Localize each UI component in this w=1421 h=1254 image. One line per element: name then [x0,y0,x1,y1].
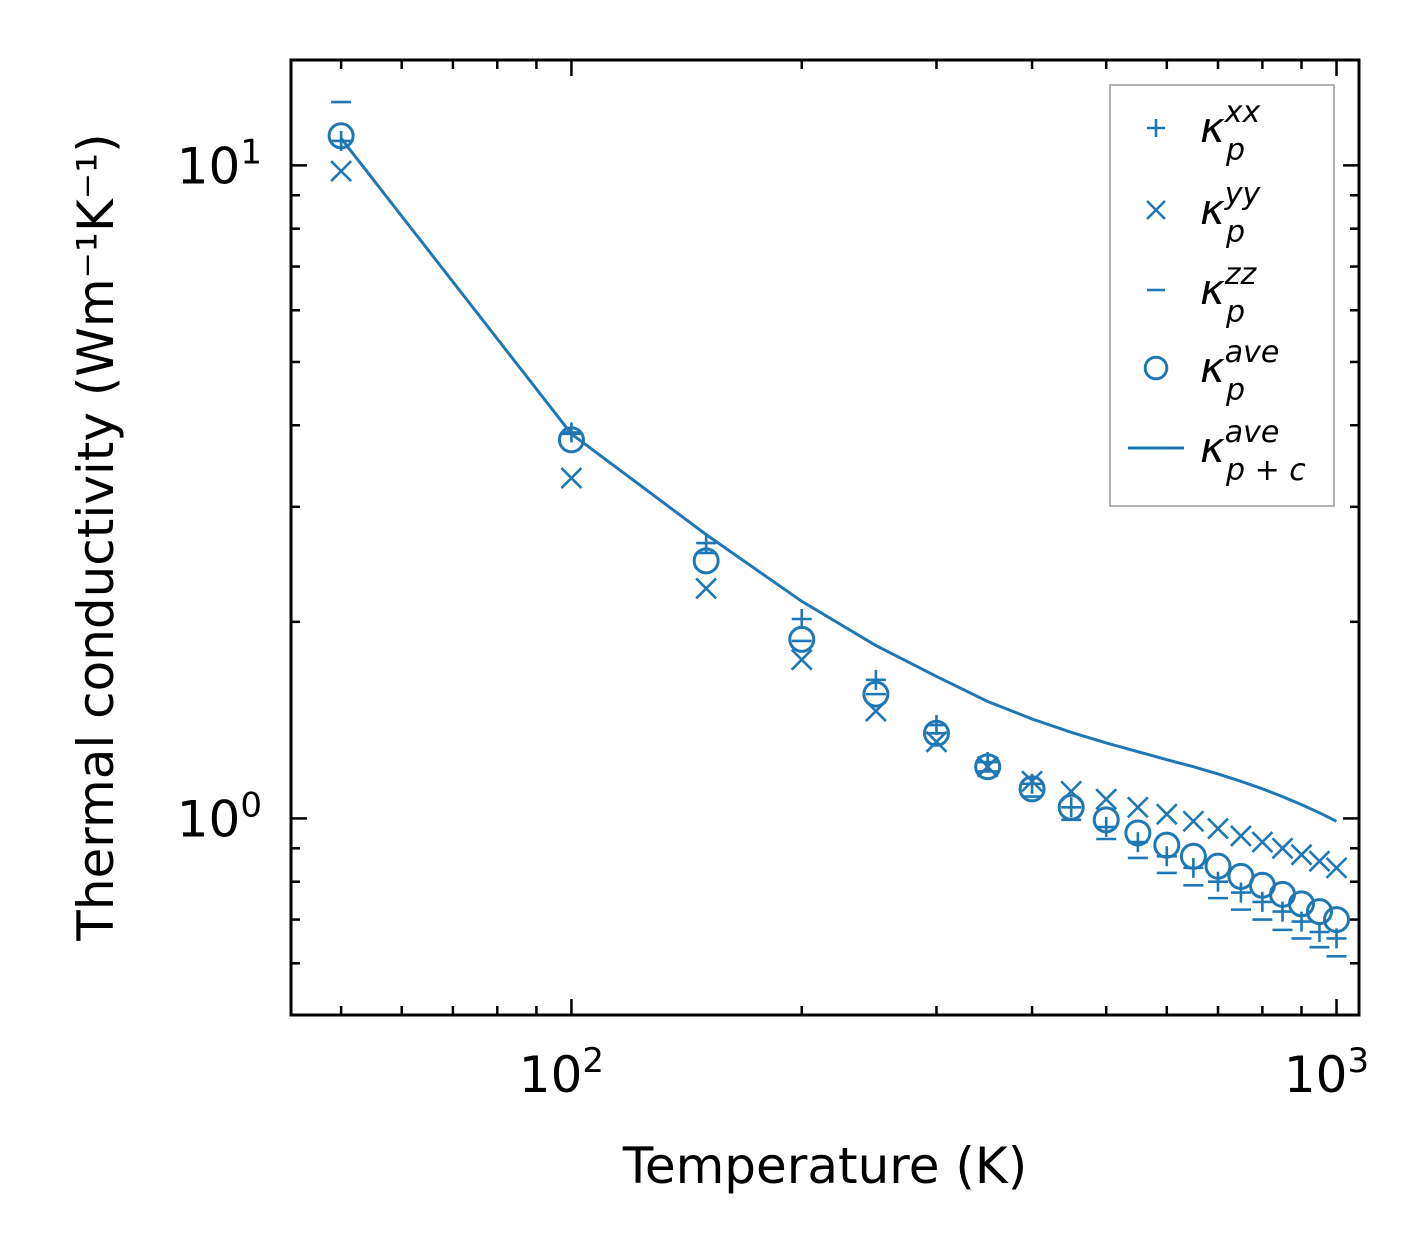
y-axis-label: Thermal conductivity (Wm⁻¹K⁻¹) [67,133,125,941]
point-yy [1021,770,1043,793]
point-ave [1323,906,1351,934]
legend-label-xx: κxx p [1200,95,1261,168]
point-yy [1230,825,1252,847]
point-ave [1153,831,1181,859]
point-ave [1057,793,1085,821]
point-ave [788,625,816,653]
point-xx [1252,891,1273,912]
point-yy [925,730,948,753]
point-yy [695,577,718,600]
point-ave [974,753,1002,781]
point-yy [560,467,583,490]
legend-label-zz: κzz p [1200,257,1258,330]
legend-marker-xx [1147,119,1165,137]
point-yy [1207,817,1229,840]
legend-marker-ave [1143,355,1169,381]
point-yy [1126,796,1149,819]
point-ave [1204,852,1232,880]
legend-label-ave: κave p [1200,335,1279,408]
point-yy [1182,810,1205,833]
point-ave [692,547,720,575]
point-ave [1124,819,1152,847]
x-tick-label: 102 [519,1041,604,1104]
point-ave [1288,890,1316,918]
point-xx [1208,871,1228,892]
point-yy [790,648,813,671]
point-xx [791,609,812,630]
point-yy [1095,788,1118,811]
point-xx [1061,797,1082,818]
point-xx [1230,882,1251,903]
legend-box [1109,84,1335,507]
x-tick-label: 103 [1284,1041,1369,1104]
point-yy [1155,803,1178,826]
point-xx [1309,921,1330,942]
series-line-ave_total [339,137,1338,823]
point-ave [1179,842,1207,870]
point-xx [865,669,886,690]
point-ave [1018,775,1046,803]
point-yy [1290,843,1313,866]
point-yy [330,160,353,183]
axes-layer: 102 103 100 101 [177,58,1369,1104]
legend-label-ave_total: κave p + c [1200,415,1306,488]
point-ave [922,719,950,747]
x-axis-label: Temperature (K) [622,1137,1027,1195]
point-yy [1251,831,1274,853]
series-layer [327,100,1351,958]
point-yy [1308,850,1331,873]
plot-frame [289,58,1361,1017]
point-xx [1096,817,1117,838]
legend-marker-yy [1146,200,1166,220]
point-yy [1325,856,1348,879]
y-tick-label: 100 [177,785,262,848]
point-yy [976,755,999,778]
point-ave [557,426,585,454]
point-ave [1305,898,1333,926]
legend-label-yy: κyy p [1200,177,1262,250]
point-ave [327,122,355,150]
y-tick-label: 101 [177,132,262,195]
point-ave [1092,806,1120,834]
point-ave [862,680,890,708]
point-yy [1271,837,1294,860]
